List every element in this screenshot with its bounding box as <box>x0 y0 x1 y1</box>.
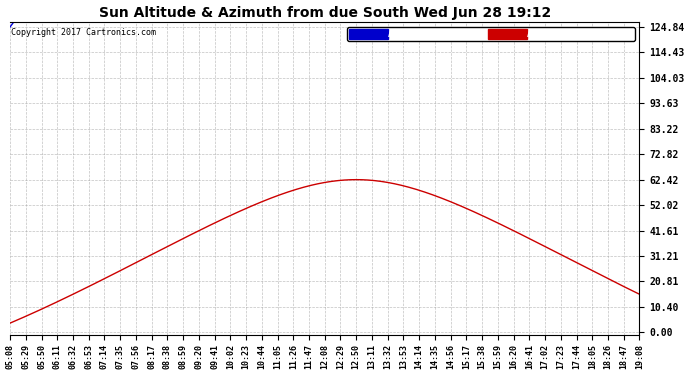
Title: Sun Altitude & Azimuth from due South Wed Jun 28 19:12: Sun Altitude & Azimuth from due South We… <box>99 6 551 20</box>
Legend: Azimuth (Angle °), Altitude (Angle °): Azimuth (Angle °), Altitude (Angle °) <box>347 27 635 41</box>
Text: Copyright 2017 Cartronics.com: Copyright 2017 Cartronics.com <box>11 28 157 38</box>
